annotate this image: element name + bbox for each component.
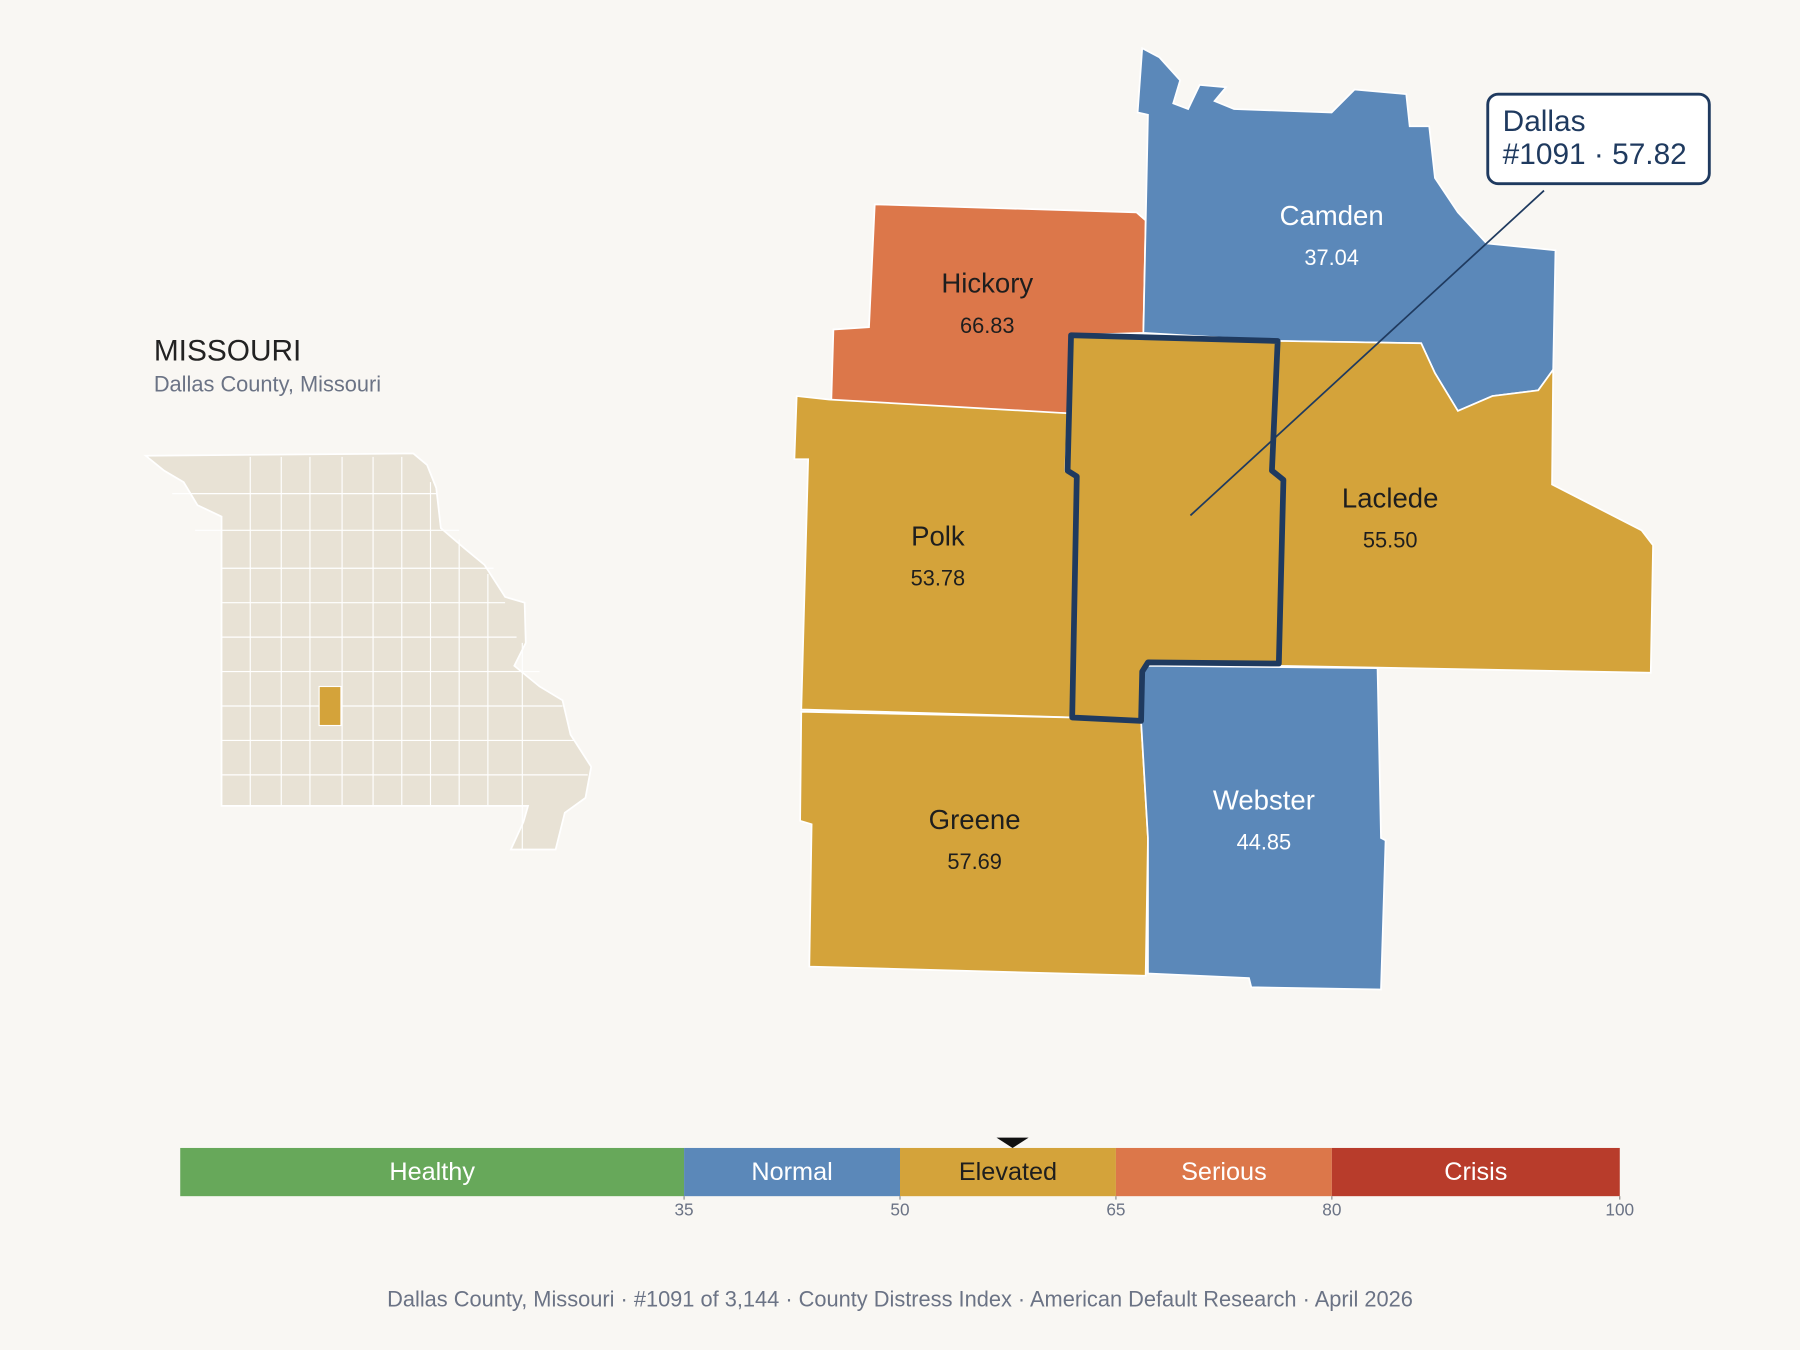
county-name: Camden — [1280, 200, 1384, 231]
county-name: Webster — [1213, 784, 1315, 815]
callout-detail: #1091 · 57.82 — [1503, 138, 1687, 171]
legend-label: Normal — [751, 1158, 832, 1186]
county-name: Hickory — [941, 268, 1033, 299]
legend-band — [1331, 1147, 1620, 1197]
county-value: 44.85 — [1237, 829, 1292, 854]
legend-band — [180, 1147, 685, 1197]
legend-band — [900, 1147, 1116, 1197]
subtitle: Dallas County, Missouri — [154, 371, 381, 396]
legend-label: Serious — [1181, 1158, 1267, 1186]
county[interactable] — [1140, 664, 1387, 991]
legend-tick-label: 80 — [1322, 1200, 1341, 1220]
legend: Healthy Normal Elevated Serious Crisis 35 50 65… — [180, 1137, 1634, 1220]
inset-county-lines — [172, 456, 588, 850]
county-name: Polk — [911, 520, 965, 551]
selected-county[interactable] — [1064, 332, 1287, 724]
county-value: 57.69 — [947, 849, 1002, 874]
county-layer: Hickory 66.83 Camden 37.04 Laclede 55.50 Polk 5… — [793, 46, 1654, 991]
footer: Dallas County, Missouri · #1091 of 3,144… — [387, 1286, 1413, 1311]
legend-label: Crisis — [1444, 1158, 1507, 1186]
county[interactable] — [793, 395, 1080, 719]
value-marker — [996, 1137, 1029, 1148]
state-title: MISSOURI — [154, 334, 302, 367]
county-name: Laclede — [1342, 482, 1439, 513]
county-value: 37.04 — [1304, 245, 1359, 270]
legend-tick-label: 50 — [890, 1200, 909, 1220]
legend-label: Healthy — [389, 1158, 475, 1186]
legend-tick-label: 100 — [1605, 1200, 1634, 1220]
inset-highlight — [318, 685, 342, 727]
legend-band — [1115, 1147, 1332, 1197]
legend-tick-label: 35 — [674, 1200, 693, 1220]
state-inset — [143, 452, 593, 851]
state-shape — [143, 452, 593, 851]
county-value: 66.83 — [960, 313, 1015, 338]
legend-tick-label: 65 — [1106, 1200, 1125, 1220]
county-value: 53.78 — [911, 565, 966, 590]
legend-band — [684, 1147, 900, 1197]
callout-leader — [1189, 189, 1545, 517]
callout-box — [1486, 92, 1711, 186]
callout-name: Dallas — [1503, 105, 1586, 138]
county-name: Greene — [929, 804, 1021, 835]
county-value: 55.50 — [1363, 528, 1418, 553]
county[interactable] — [799, 710, 1149, 977]
legend-label: Elevated — [959, 1158, 1057, 1186]
